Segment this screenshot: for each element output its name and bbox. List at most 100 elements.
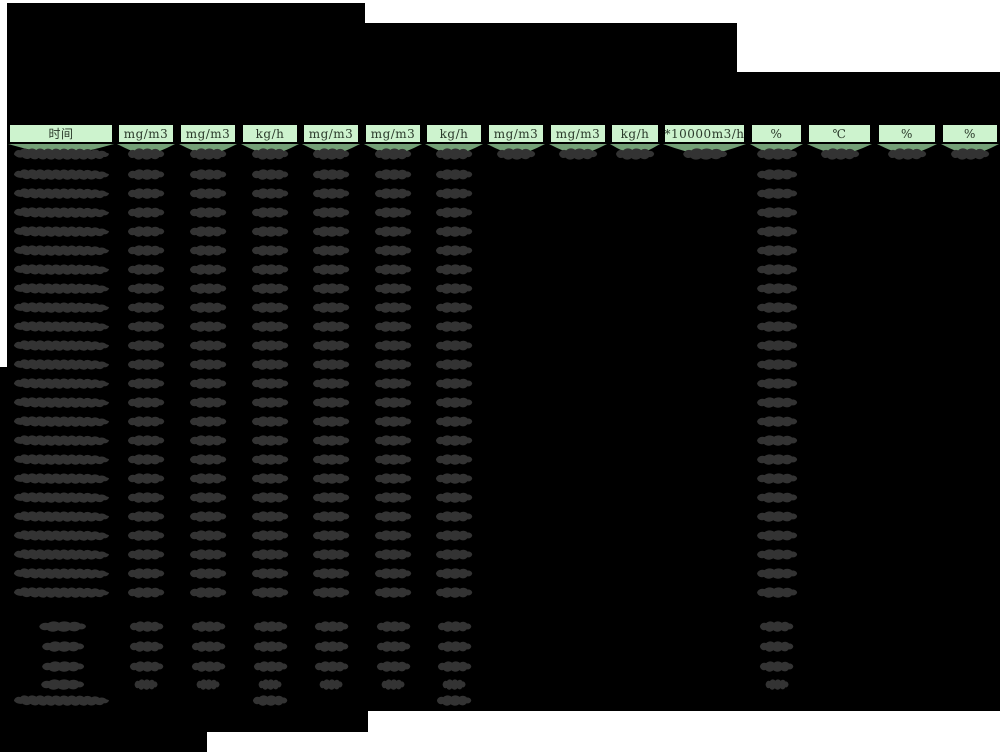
redacted-value [189,492,227,503]
redacted-value [42,661,85,672]
redacted-value [559,148,598,160]
redacted-value [756,207,797,218]
redacted-value [435,511,473,522]
redacted-value [435,169,473,180]
redacted-value [127,416,165,427]
redacted-value [374,359,412,370]
redacted-value [312,454,350,465]
redacted-value [374,568,412,579]
redacted-value [374,473,412,484]
redacted-value [253,621,287,632]
redacted-value [13,530,110,541]
redacted-value [314,641,348,652]
redacted-value [435,148,473,160]
redacted-value [312,148,350,160]
redacted-value [374,587,412,598]
redacted-value [196,679,220,690]
redacted-value [127,188,165,199]
redacted-value [312,188,350,199]
redacted-value [312,549,350,560]
column-header-10: kg/h [610,123,660,144]
column-header-4: kg/h [241,123,299,144]
redacted-value [251,302,289,313]
redacted-value [127,492,165,503]
redacted-value [189,454,227,465]
redacted-value [374,378,412,389]
column-header-13: ℃ [807,123,872,144]
redacted-value [312,587,350,598]
redacted-value [682,148,727,160]
redacted-value [374,188,412,199]
redacted-value [312,378,350,389]
redacted-value [435,492,473,503]
redacted-value [13,359,110,370]
redacted-value [13,435,110,446]
header-underline-band [425,144,483,153]
redacted-value [756,321,797,332]
redacted-value [442,679,466,690]
redacted-value [251,587,289,598]
redacted-value [13,169,110,180]
header-underline-band [117,144,175,153]
redacted-value [127,264,165,275]
redacted-value [189,283,227,294]
redacted-value [189,587,227,598]
redacted-value [189,378,227,389]
column-header-8: mg/m3 [487,123,545,144]
column-header-14: % [877,123,937,144]
redacted-value [13,587,110,598]
redacted-value [435,359,473,370]
redacted-value [13,397,110,408]
table-background-upper [7,123,1000,367]
header-underline-band [610,144,660,153]
column-header-15: % [941,123,999,144]
redacted-value [312,226,350,237]
redacted-title-block [7,3,365,123]
redacted-value [374,226,412,237]
redacted-value [314,621,348,632]
redacted-value [189,473,227,484]
redacted-value [251,207,289,218]
header-underline-band [663,144,746,153]
redacted-value [435,340,473,351]
redacted-value [756,511,797,522]
redacted-value [189,530,227,541]
header-underline-band [549,144,607,153]
redacted-value [189,511,227,522]
redacted-value [756,378,797,389]
redacted-value [127,207,165,218]
redacted-value [189,148,227,160]
redacted-value [129,621,163,632]
redacted-value [127,435,165,446]
redacted-value [127,549,165,560]
redacted-value [435,378,473,389]
redacted-value [756,188,797,199]
redacted-value [13,302,110,313]
redacted-value [251,264,289,275]
redacted-value [756,283,797,294]
redacted-value [13,188,110,199]
redacted-value [435,568,473,579]
redacted-value [312,340,350,351]
column-header-7: kg/h [425,123,483,144]
redacted-value [381,679,405,690]
redacted-value [13,416,110,427]
redacted-value [374,148,412,160]
redacted-value [127,587,165,598]
redacted-value [820,148,859,160]
redacted-value [374,207,412,218]
redacted-value [127,530,165,541]
header-underline-band [8,144,114,153]
redacted-value [13,511,110,522]
header-underline-band [241,144,299,153]
column-header-9: mg/m3 [549,123,607,144]
redacted-value [127,340,165,351]
redacted-value [435,416,473,427]
header-underline-band [877,144,937,153]
redacted-value [435,587,473,598]
column-header-12: % [750,123,803,144]
redacted-value [756,473,797,484]
redacted-value [435,454,473,465]
redacted-value [312,207,350,218]
redacted-value [189,207,227,218]
